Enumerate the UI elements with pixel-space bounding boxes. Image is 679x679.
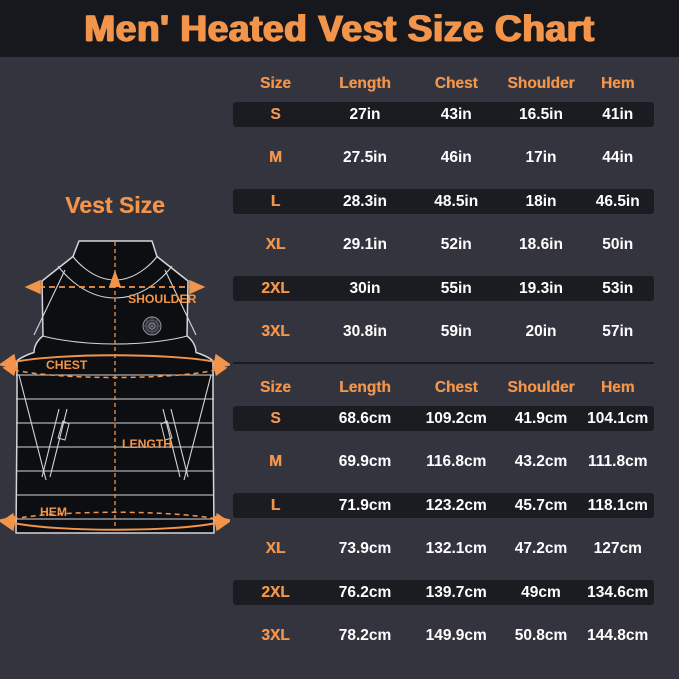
svg-text:SHOULDER: SHOULDER (128, 292, 197, 306)
svg-text:LENGTH: LENGTH (122, 437, 172, 451)
svg-text:CHEST: CHEST (46, 358, 88, 372)
svg-text:HEM: HEM (40, 505, 67, 519)
